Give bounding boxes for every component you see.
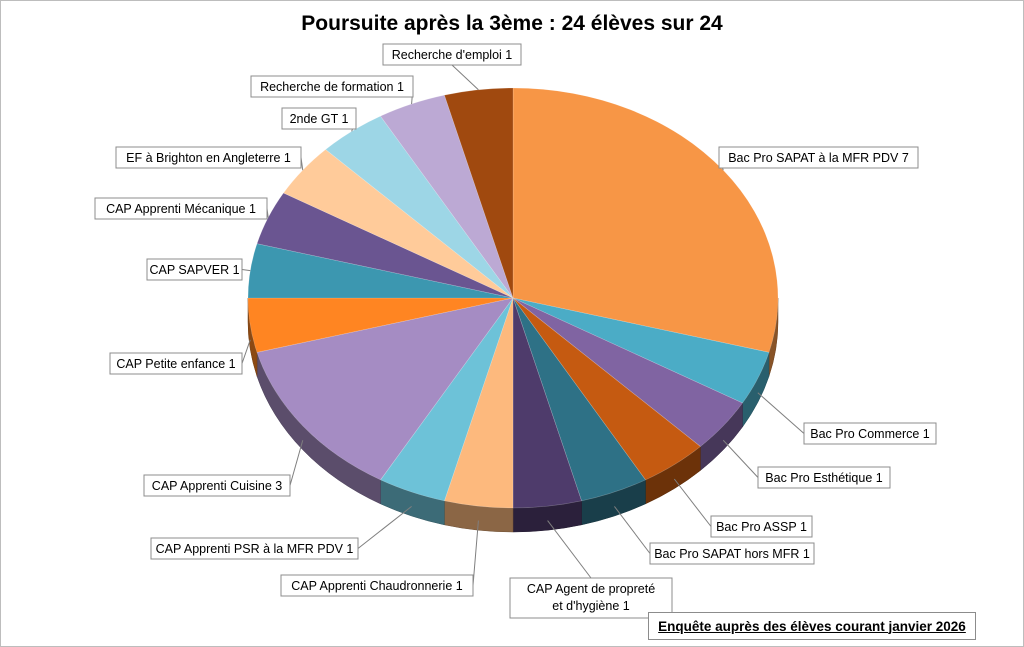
slice-label-text: Recherche de formation 1: [260, 80, 404, 94]
leader-line: [241, 339, 251, 364]
slice-label-text: EF à Brighton en Angleterre 1: [126, 151, 291, 165]
leader-line: [722, 439, 759, 478]
label-bac-pro-sapat-hors-mfr: Bac Pro SAPAT hors MFR 1: [649, 542, 815, 565]
leader-line: [673, 478, 712, 527]
label-bac-pro-commerce: Bac Pro Commerce 1: [803, 422, 937, 445]
slice-labels: Bac Pro SAPAT à la MFR PDV 7 Bac Pro Comm…: [94, 43, 937, 619]
slice-label-text: CAP Apprenti Chaudronnerie 1: [291, 579, 462, 593]
slice-cap-apprenti-cuisine[interactable]: [256, 297, 514, 481]
label-cap-agent-de-proprete-et-d-hygiene: CAP Agent de propreté et d'hygiène 1: [509, 577, 673, 619]
slice-bac-pro-sapat-hors-mfr[interactable]: [512, 297, 646, 502]
label-2nde-gt: 2nde GT 1: [281, 107, 357, 130]
slice-cap-apprenti-chaudronnerie[interactable]: [444, 297, 514, 509]
slice-ef-a-brighton-en-angleterre[interactable]: [283, 149, 514, 299]
label-cap-apprenti-cuisine: CAP Apprenti Cuisine 3: [143, 474, 291, 497]
leader-lines: [241, 64, 805, 586]
pie-side-wall: [247, 297, 779, 533]
slice-cap-apprenti-psr-a-la-mfr-pdv[interactable]: [380, 297, 514, 502]
slice-label-text: CAP Apprenti Mécanique 1: [106, 202, 256, 216]
slice-bac-pro-commerce[interactable]: [512, 297, 770, 404]
chart-title: Poursuite après la 3ème : 24 élèves sur …: [301, 12, 723, 35]
slice-cap-petite-enfance[interactable]: [247, 297, 514, 353]
leader-line: [547, 520, 592, 579]
label-bac-pro-assp: Bac Pro ASSP 1: [710, 515, 813, 538]
leader-line: [357, 506, 412, 549]
slice-label-text: Bac Pro Esthétique 1: [765, 471, 882, 485]
label-bac-pro-sapat-a-la-mfr-pdv: Bac Pro SAPAT à la MFR PDV 7: [718, 146, 919, 169]
leader-line: [241, 269, 251, 272]
label-recherche-de-formation: Recherche de formation 1: [250, 75, 414, 98]
slice-label-text: CAP Petite enfance 1: [116, 357, 235, 371]
slice-label-text: Bac Pro SAPAT à la MFR PDV 7: [728, 151, 909, 165]
label-cap-petite-enfance: CAP Petite enfance 1: [109, 352, 243, 375]
slice-label-text: Bac Pro Commerce 1: [810, 427, 930, 441]
slice-recherche-de-formation[interactable]: [380, 94, 514, 299]
label-cap-apprenti-psr-a-la-mfr-pdv: CAP Apprenti PSR à la MFR PDV 1: [150, 537, 359, 560]
slice-label-text: Bac Pro SAPAT hors MFR 1: [654, 547, 810, 561]
slice-recherche-d-emploi[interactable]: [444, 87, 514, 299]
label-recherche-d-emploi: Recherche d'emploi 1: [382, 43, 522, 66]
leader-line: [289, 440, 304, 486]
leader-line: [472, 520, 479, 586]
label-cap-apprenti-mecanique: CAP Apprenti Mécanique 1: [94, 197, 268, 220]
slice-bac-pro-sapat-a-la-mfr-pdv[interactable]: [512, 87, 779, 353]
label-cap-sapver: CAP SAPVER 1: [146, 258, 243, 281]
pie-slices: [247, 87, 779, 509]
label-cap-apprenti-chaudronnerie: CAP Apprenti Chaudronnerie 1: [280, 574, 474, 597]
slice-label-text: Bac Pro ASSP 1: [716, 520, 807, 534]
slice-label-text: CAP Apprenti PSR à la MFR PDV 1: [156, 542, 354, 556]
slice-bac-pro-esthetique[interactable]: [512, 297, 743, 447]
leader-line: [614, 506, 651, 554]
slice-cap-apprenti-mecanique[interactable]: [256, 192, 514, 299]
slice-2nde-gt[interactable]: [325, 115, 514, 299]
label-bac-pro-esthetique: Bac Pro Esthétique 1: [757, 466, 891, 489]
leader-line: [757, 392, 805, 434]
slice-label-text: CAP SAPVER 1: [149, 263, 239, 277]
slice-label-text: 2nde GT 1: [290, 112, 349, 126]
slice-label-text: CAP Apprenti Cuisine 3: [152, 479, 282, 493]
survey-footnote: Enquête auprès des élèves courant janvie…: [648, 612, 976, 640]
slice-label-text: CAP Agent de propreté: [527, 582, 655, 596]
slice-cap-agent-de-proprete-et-d-hygiene[interactable]: [512, 297, 582, 509]
slice-cap-sapver[interactable]: [247, 243, 514, 299]
label-ef-a-brighton-en-angleterre: EF à Brighton en Angleterre 1: [115, 146, 302, 169]
slice-bac-pro-assp[interactable]: [512, 297, 701, 481]
leader-line: [451, 64, 479, 91]
slice-label-text: Recherche d'emploi 1: [392, 48, 513, 62]
slice-label-text: et d'hygiène 1: [552, 599, 629, 613]
